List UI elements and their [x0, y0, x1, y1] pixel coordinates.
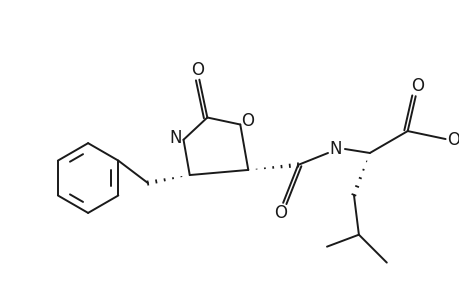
Text: O: O [446, 131, 459, 149]
Text: N: N [169, 129, 181, 147]
Text: O: O [410, 77, 423, 95]
Text: N: N [329, 140, 341, 158]
Text: O: O [273, 204, 286, 222]
Text: O: O [190, 61, 203, 79]
Text: O: O [240, 112, 253, 130]
